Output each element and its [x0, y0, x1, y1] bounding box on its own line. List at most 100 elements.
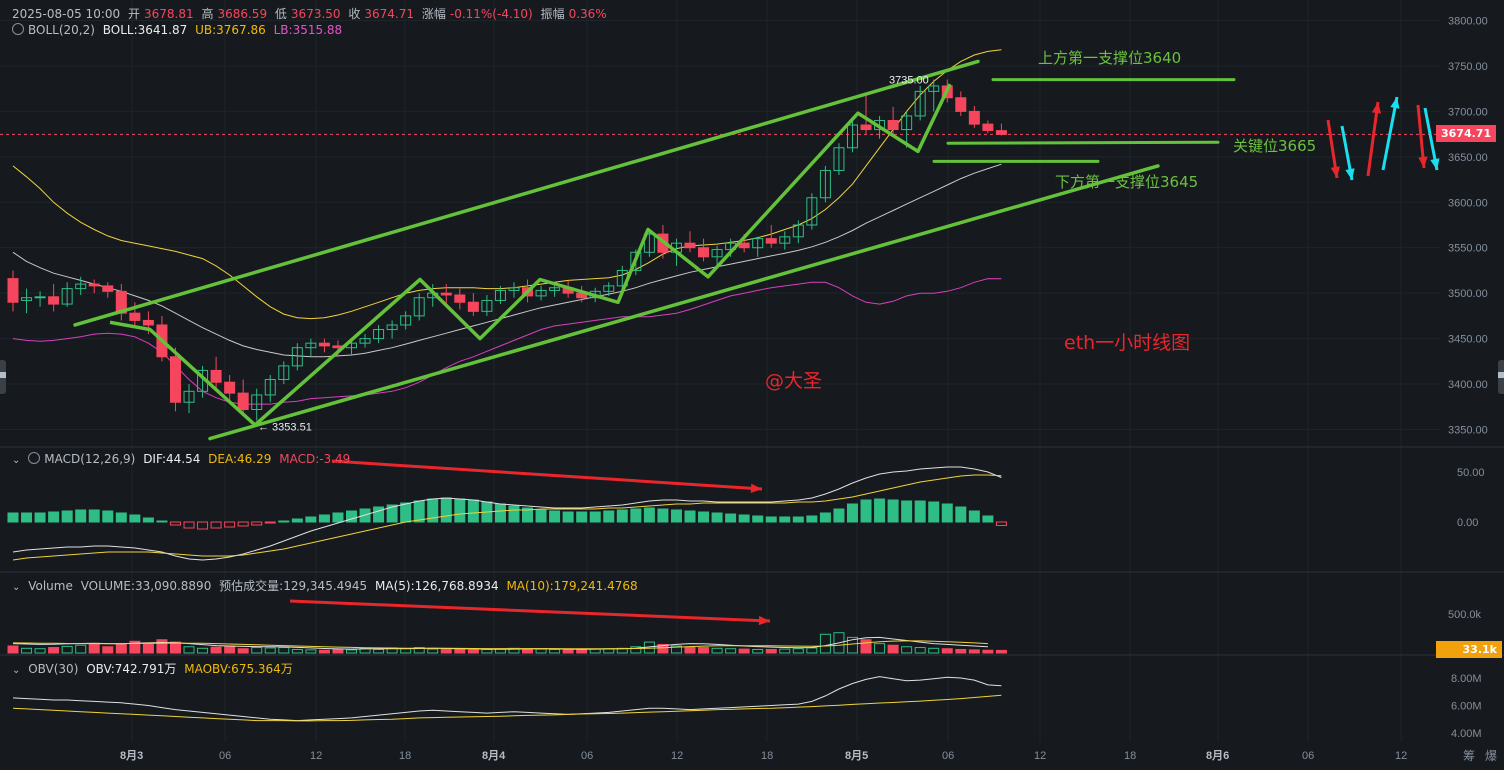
boll-legend[interactable]: BOLL(20,2) BOLL:3641.87 UB:3767.86 LB:35…	[12, 23, 346, 37]
candle-body[interactable]	[291, 347, 303, 367]
macd-histogram-bar	[400, 502, 412, 523]
volume-legend[interactable]: ⌄ Volume VOLUME:33,090.8890 预估成交量:129,34…	[12, 577, 642, 594]
bell-icon[interactable]	[12, 23, 24, 35]
candle-body[interactable]	[779, 236, 791, 244]
collapse-icon[interactable]: ⌄	[12, 455, 21, 466]
volume-bar	[183, 646, 195, 654]
legend-high-label: 高	[201, 7, 214, 21]
maobv-line	[12, 694, 1002, 722]
candle-body[interactable]	[711, 249, 723, 258]
macd-pane	[7, 466, 1007, 561]
macd-legend[interactable]: ⌄ MACD(12,26,9) DIF:44.54 DEA:46.29 MACD…	[12, 452, 354, 466]
candle-body[interactable]	[61, 288, 73, 305]
candle-body[interactable]	[251, 394, 263, 411]
legend-open: 3678.81	[143, 7, 194, 21]
candle-body[interactable]	[318, 342, 330, 347]
scenario-arrow-down-2-head	[1418, 156, 1428, 168]
macd-dea-line	[12, 474, 1002, 561]
candle-body[interactable]	[914, 90, 926, 117]
right-scroll-handle[interactable]	[1498, 360, 1504, 394]
volume-bar	[61, 645, 73, 654]
candle-body[interactable]	[183, 390, 195, 403]
candle-body[interactable]	[738, 242, 750, 249]
candle-body[interactable]	[224, 381, 236, 394]
candle-body[interactable]	[549, 287, 561, 291]
candle-body[interactable]	[413, 297, 425, 317]
candle-body[interactable]	[995, 130, 1007, 135]
volume-bar	[332, 648, 344, 654]
candle-body[interactable]	[237, 392, 249, 411]
volume-bar	[522, 648, 534, 654]
obv-legend[interactable]: ⌄ OBV(30) OBV:742.791万 MAOBV:675.364万	[12, 660, 297, 677]
candle-body[interactable]	[860, 124, 872, 131]
candle-body[interactable]	[535, 289, 547, 297]
candle-body[interactable]	[373, 329, 385, 340]
macd-divergence-arrow-shaft	[331, 459, 763, 491]
candle-body[interactable]	[955, 97, 967, 112]
candle-body[interactable]	[142, 319, 154, 326]
candle-body[interactable]	[698, 247, 710, 258]
candle-body[interactable]	[603, 285, 615, 292]
macd-histogram-bar	[684, 510, 696, 523]
macd-histogram-bar	[792, 516, 804, 523]
candle-body[interactable]	[454, 294, 466, 303]
candle-body[interactable]	[752, 238, 764, 249]
collapse-icon[interactable]: ⌄	[12, 582, 21, 593]
collapse-icon[interactable]: ⌄	[12, 665, 21, 676]
current-price-tag: 3674.71	[1436, 125, 1497, 142]
candle-body[interactable]	[386, 324, 398, 331]
candle-body[interactable]	[169, 356, 181, 403]
annotation-resistance: 上方第一支撑位3640	[1038, 49, 1182, 67]
candle-body[interactable]	[792, 224, 804, 238]
candle-body[interactable]	[928, 85, 940, 92]
left-scroll-handle[interactable]	[0, 360, 6, 394]
candle-body[interactable]	[264, 379, 276, 396]
macd-histogram-bar	[413, 500, 425, 523]
volume-bar	[34, 648, 46, 654]
candle-body[interactable]	[467, 301, 479, 312]
corner-label-liquidation[interactable]: 爆	[1485, 749, 1498, 763]
legend-close: 3674.71	[364, 7, 415, 21]
candle-body[interactable]	[765, 238, 777, 244]
candle-body[interactable]	[88, 283, 100, 287]
candle-body[interactable]	[684, 242, 696, 249]
macd-histogram-bar	[779, 516, 791, 523]
candle-body[interactable]	[400, 315, 412, 326]
candle-body[interactable]	[481, 299, 493, 312]
candle-body[interactable]	[833, 147, 845, 171]
corner-label-chip[interactable]: 筹	[1463, 749, 1476, 763]
candle-body[interactable]	[806, 197, 818, 226]
candle-body[interactable]	[901, 115, 913, 131]
candle-body[interactable]	[982, 123, 994, 131]
candle-body[interactable]	[278, 365, 290, 381]
volume-ma10: MA(10):179,241.4768	[506, 579, 638, 593]
candle-body[interactable]	[968, 110, 980, 125]
time-tick-label: 18	[761, 750, 773, 762]
candle-body[interactable]	[102, 285, 114, 292]
time-tick-label: 06	[581, 750, 593, 762]
candle-body[interactable]	[48, 296, 60, 305]
macd-histogram-bar	[305, 516, 317, 523]
candle-body[interactable]	[129, 312, 141, 321]
candle-body[interactable]	[7, 278, 19, 303]
candle-body[interactable]	[819, 169, 831, 199]
candle-body[interactable]	[846, 124, 858, 149]
candle-body[interactable]	[21, 297, 33, 301]
candle-body[interactable]	[494, 289, 506, 301]
bell-icon[interactable]	[28, 452, 41, 464]
candle-body[interactable]	[508, 287, 520, 291]
candle-body[interactable]	[630, 251, 642, 271]
candle-body[interactable]	[359, 338, 371, 344]
candle-body[interactable]	[887, 119, 899, 131]
candle-body[interactable]	[75, 283, 87, 290]
macd-histogram-bar	[589, 511, 601, 523]
candle-body[interactable]	[34, 296, 46, 299]
candle-body[interactable]	[305, 342, 317, 349]
scenario-arrow-up-shaft	[1366, 101, 1380, 177]
candle-body[interactable]	[643, 233, 655, 253]
obv-line	[12, 676, 1002, 722]
candle-body[interactable]	[440, 292, 452, 296]
candle-body[interactable]	[210, 369, 222, 383]
